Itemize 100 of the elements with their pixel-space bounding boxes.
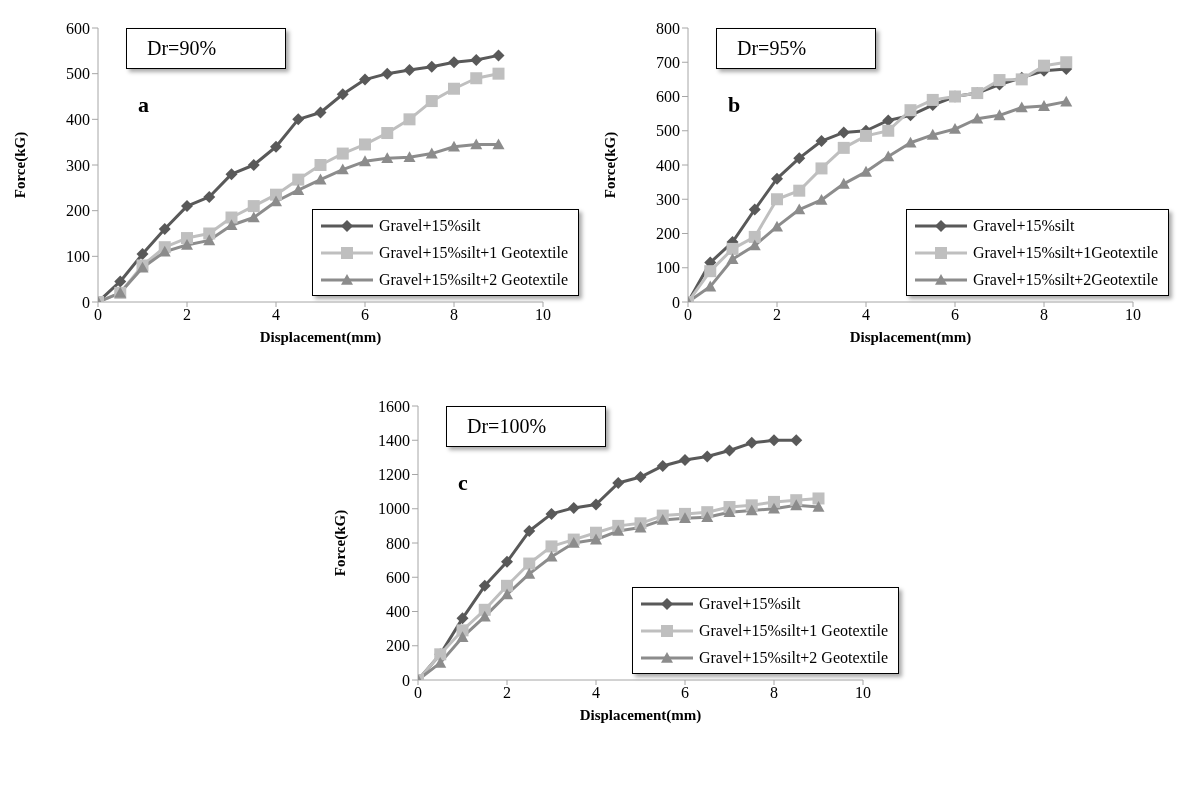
point bbox=[314, 159, 327, 171]
legend-label: Gravel+15%silt+2Geotextile bbox=[972, 270, 1158, 289]
point bbox=[815, 193, 828, 205]
point bbox=[381, 127, 394, 140]
x-tick-label: 8 bbox=[770, 684, 778, 702]
annotation: a bbox=[138, 92, 149, 118]
point bbox=[314, 106, 327, 119]
point bbox=[1038, 100, 1050, 111]
x-tick-label: 6 bbox=[361, 306, 369, 324]
y-tick-label: 800 bbox=[386, 534, 410, 552]
y-tick-label: 200 bbox=[386, 637, 410, 655]
point bbox=[492, 67, 505, 80]
point bbox=[771, 172, 783, 185]
point bbox=[203, 190, 216, 203]
point bbox=[726, 253, 739, 264]
y-tick-label: 0 bbox=[82, 293, 90, 311]
y-tick-label: 400 bbox=[66, 111, 90, 129]
point bbox=[478, 579, 491, 592]
y-axis-title: Force(kG) bbox=[12, 131, 30, 199]
point bbox=[523, 557, 536, 570]
y-tick-label: 700 bbox=[656, 53, 680, 71]
point bbox=[336, 147, 349, 160]
point bbox=[1038, 59, 1050, 72]
point bbox=[545, 540, 558, 553]
point bbox=[501, 588, 513, 600]
point bbox=[470, 53, 483, 66]
y-tick-label: 400 bbox=[656, 156, 680, 174]
point bbox=[882, 150, 895, 162]
point bbox=[949, 123, 961, 134]
point bbox=[679, 453, 691, 466]
point bbox=[656, 459, 669, 472]
point bbox=[336, 163, 349, 175]
point bbox=[425, 60, 438, 73]
point bbox=[403, 113, 416, 126]
point bbox=[501, 555, 513, 568]
point bbox=[448, 82, 460, 95]
point bbox=[748, 239, 761, 251]
point bbox=[292, 184, 305, 195]
annotation: c bbox=[458, 470, 468, 496]
x-tick-label: 6 bbox=[681, 684, 689, 702]
legend-label: Gravel+15%silt+2 Geotextile bbox=[378, 270, 568, 289]
point bbox=[612, 477, 625, 490]
point bbox=[425, 147, 438, 159]
x-tick-label: 2 bbox=[183, 306, 191, 324]
point bbox=[448, 56, 460, 69]
point bbox=[501, 579, 513, 592]
point bbox=[158, 222, 171, 235]
legend-label: Gravel+15%silt+1 Geotextile bbox=[698, 621, 888, 640]
point bbox=[590, 498, 602, 511]
point bbox=[745, 504, 758, 516]
x-axis-title: Displacement(mm) bbox=[579, 707, 702, 724]
y-tick-label: 600 bbox=[656, 88, 680, 106]
text-box: Dr=95% bbox=[716, 28, 876, 69]
point bbox=[656, 513, 669, 525]
legend-label: Gravel+15%silt bbox=[698, 594, 801, 613]
point bbox=[359, 73, 371, 86]
x-tick-label: 10 bbox=[855, 684, 871, 702]
y-tick-label: 1200 bbox=[378, 466, 410, 484]
point bbox=[247, 200, 260, 213]
point bbox=[723, 506, 736, 517]
point bbox=[114, 275, 127, 288]
point bbox=[181, 232, 193, 245]
point bbox=[456, 624, 469, 637]
point bbox=[492, 138, 505, 150]
legend-label: Gravel+15%silt bbox=[378, 216, 481, 235]
point bbox=[926, 128, 939, 140]
y-tick-label: 100 bbox=[656, 259, 680, 277]
legend-label: Gravel+15%silt+2 Geotextile bbox=[698, 648, 888, 667]
point bbox=[470, 138, 483, 150]
point bbox=[993, 74, 1006, 87]
point bbox=[425, 95, 438, 108]
point bbox=[247, 211, 260, 223]
point bbox=[634, 471, 647, 484]
point bbox=[136, 248, 149, 261]
y-tick-label: 1000 bbox=[378, 500, 410, 518]
point bbox=[403, 64, 416, 77]
x-tick-label: 10 bbox=[535, 306, 551, 324]
y-tick-label: 200 bbox=[66, 202, 90, 220]
point bbox=[523, 525, 536, 538]
point bbox=[726, 242, 739, 255]
point bbox=[812, 492, 825, 505]
y-tick-label: 0 bbox=[402, 671, 410, 689]
point bbox=[292, 173, 305, 186]
point bbox=[793, 152, 806, 165]
point bbox=[904, 104, 917, 117]
x-tick-label: 8 bbox=[1040, 306, 1048, 324]
y-tick-label: 800 bbox=[656, 19, 680, 37]
y-tick-label: 1600 bbox=[378, 397, 410, 415]
y-tick-label: 100 bbox=[66, 248, 90, 266]
point bbox=[634, 521, 647, 533]
point bbox=[567, 501, 580, 514]
y-tick-label: 300 bbox=[656, 190, 680, 208]
y-tick-label: 1400 bbox=[378, 431, 410, 449]
x-tick-label: 4 bbox=[592, 684, 600, 702]
point bbox=[247, 159, 260, 171]
point bbox=[815, 135, 828, 148]
x-tick-label: 0 bbox=[94, 306, 102, 324]
point bbox=[381, 67, 394, 80]
point bbox=[478, 610, 491, 622]
point bbox=[567, 537, 580, 548]
